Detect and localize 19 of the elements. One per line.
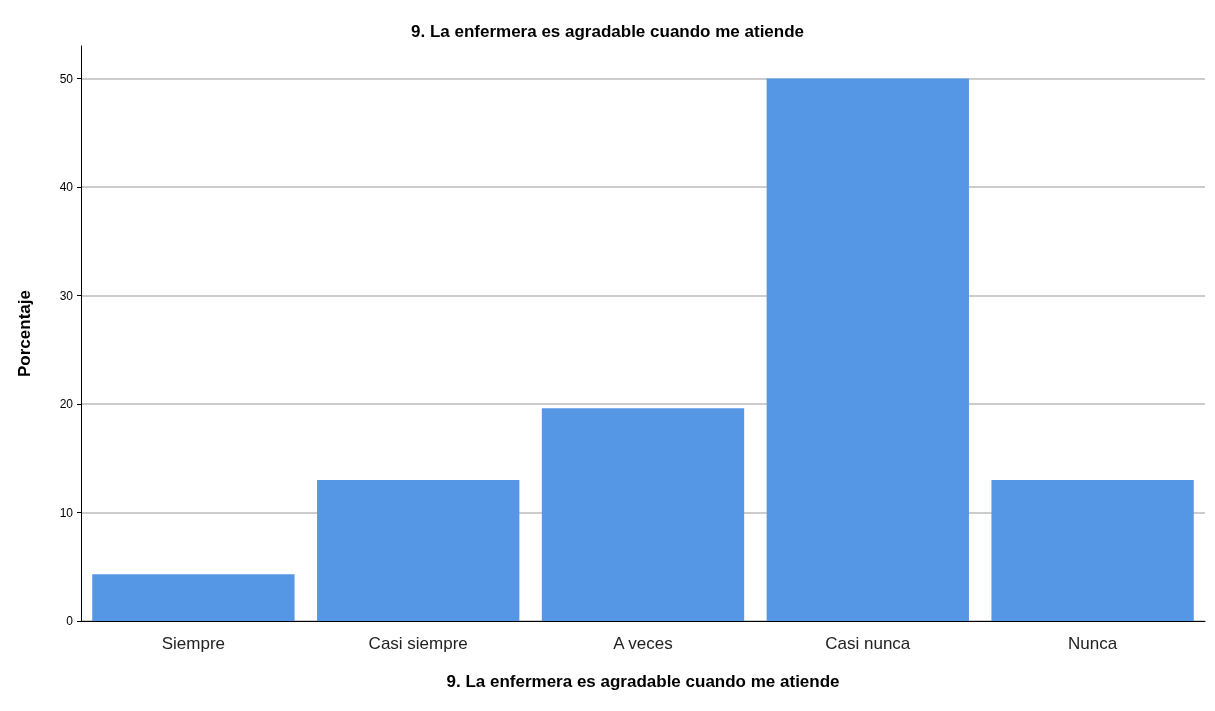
y-tick-label: 10 bbox=[59, 505, 74, 520]
bar bbox=[541, 408, 745, 621]
y-tick-label: 40 bbox=[59, 180, 74, 195]
x-tick-label: Casi nunca bbox=[825, 634, 911, 653]
x-axis-title: 9. La enfermera es agradable cuando me atiende bbox=[446, 672, 840, 691]
bar bbox=[317, 479, 520, 621]
x-tick-label: Siempre bbox=[161, 634, 226, 653]
x-tick-label: Casi siempre bbox=[368, 634, 468, 653]
y-axis-title: Porcentaje bbox=[15, 290, 34, 377]
y-tick-label: 30 bbox=[59, 288, 74, 303]
bar bbox=[766, 78, 969, 621]
y-tick-label: 20 bbox=[59, 397, 74, 412]
x-tick-label: A veces bbox=[613, 634, 673, 653]
bar bbox=[991, 479, 1194, 621]
y-tick-label: 50 bbox=[59, 71, 74, 86]
y-tick-label: 0 bbox=[66, 614, 74, 628]
bar bbox=[92, 574, 295, 621]
chart-title: 9. La enfermera es agradable cuando me atiende bbox=[410, 22, 805, 41]
x-tick-label: Nunca bbox=[1068, 634, 1118, 653]
